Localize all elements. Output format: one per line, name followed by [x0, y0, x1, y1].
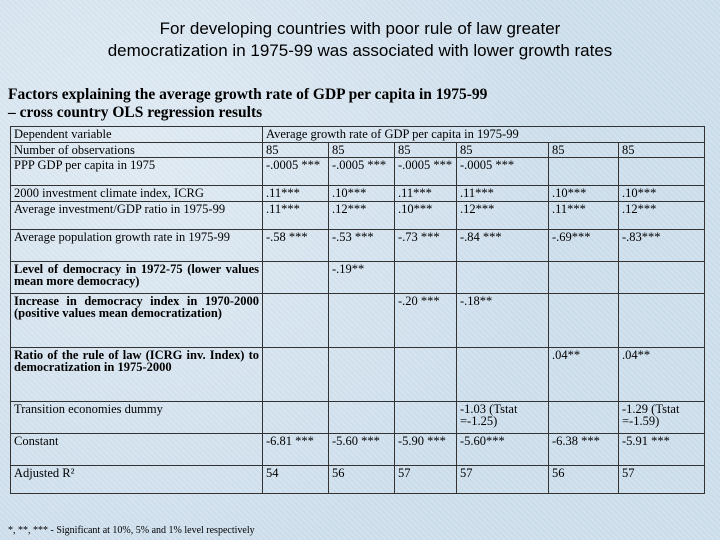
table-cell: .10***	[328, 185, 395, 202]
table-cell	[617, 292, 706, 348]
table-row: Transition economies dummy -1.03 (Tstat =…	[10, 400, 706, 434]
table-cell: -.58 ***	[262, 228, 329, 262]
table-row: Constant -6.81 *** -5.60 *** -5.90 *** -5.60…	[10, 432, 706, 466]
table-cell: 56	[328, 464, 395, 494]
table-cell	[548, 260, 619, 294]
table-cell	[262, 400, 329, 434]
header-label: Dependent variable	[10, 126, 263, 143]
table-cell	[328, 346, 395, 402]
table-cell	[394, 400, 457, 434]
table-cell: -.73 ***	[394, 228, 457, 262]
table-cell	[456, 346, 549, 402]
footnote: *, **, *** - Significant at 10%, 5% and …	[8, 525, 255, 536]
table-cell	[262, 260, 329, 294]
table-cell: 54	[262, 464, 329, 494]
table-cell: 57	[394, 464, 457, 494]
table-cell	[456, 260, 549, 294]
table-cell: -.83***	[617, 228, 706, 262]
table-row: Level of democracy in 1972-75 (lower val…	[10, 260, 706, 294]
row-label: Ratio of the rule of law (ICRG inv. Inde…	[10, 346, 263, 402]
table-cell: -.0005 ***	[456, 157, 549, 186]
table-cell: .04**	[548, 346, 619, 402]
table-cell: -1.03 (Tstat =-1.25)	[456, 400, 549, 434]
table-row: Increase in democracy index in 1970-2000…	[10, 292, 706, 348]
table-cell: -.20 ***	[394, 292, 457, 348]
table-row: Ratio of the rule of law (ICRG inv. Inde…	[10, 346, 706, 402]
table-cell: .11***	[262, 185, 329, 202]
table-cell: .12***	[456, 200, 549, 230]
table-cell: -5.91 ***	[617, 432, 706, 466]
table-cell: -.69***	[548, 228, 619, 262]
slide-title-line-1: For developing countries with poor rule …	[159, 19, 561, 38]
table-cell: 85	[456, 141, 549, 158]
table-cell: 85	[262, 141, 329, 158]
table-cell: -6.38 ***	[548, 432, 619, 466]
table-row: Adjusted R² 54 56 57 57 56 57	[10, 464, 706, 494]
table-cell: -6.81 ***	[262, 432, 329, 466]
row-label: Level of democracy in 1972-75 (lower val…	[10, 260, 263, 294]
table-cell: -.0005 ***	[262, 157, 329, 186]
row-label: PPP GDP per capita in 1975	[10, 157, 263, 186]
table-cell: -.19**	[328, 260, 395, 294]
table-row: Average population growth rate in 1975-9…	[10, 228, 706, 262]
table-cell: .10***	[394, 200, 457, 230]
table-cell: 85	[394, 141, 457, 158]
regression-table: Dependent variable Average growth rate o…	[10, 126, 706, 494]
table-cell: .10***	[617, 185, 706, 202]
table-cell: 57	[617, 464, 706, 494]
row-label: Transition economies dummy	[10, 400, 263, 434]
table-cell: .11***	[548, 200, 619, 230]
row-label: Adjusted R²	[10, 464, 263, 494]
row-label: 2000 investment climate index, ICRG	[10, 185, 263, 202]
table-row: Number of observations 85 85 85 85 85 85	[10, 141, 706, 158]
table-cell: .11***	[394, 185, 457, 202]
table-cell	[548, 157, 619, 186]
table-cell: 85	[328, 141, 395, 158]
table-cell: 85	[617, 141, 706, 158]
table-cell: -.84 ***	[456, 228, 549, 262]
table-title: Factors explaining the average growth ra…	[8, 86, 487, 122]
table-cell: -.53 ***	[328, 228, 395, 262]
table-row: Average investment/GDP ratio in 1975-99.…	[10, 200, 706, 230]
row-label: Average population growth rate in 1975-9…	[10, 228, 263, 262]
table-cell	[548, 400, 619, 434]
table-title-line-1: Factors explaining the average growth ra…	[8, 86, 488, 103]
table-cell: .11***	[262, 200, 329, 230]
row-label: Constant	[10, 432, 263, 466]
table-cell: -.18**	[456, 292, 549, 348]
table-row: 2000 investment climate index, ICRG .11**…	[10, 185, 706, 202]
table-cell: -5.60***	[456, 432, 549, 466]
table-cell: 85	[548, 141, 619, 158]
table-cell	[328, 292, 395, 348]
table-cell: -.0005 ***	[328, 157, 395, 186]
header-row: Dependent variable Average growth rate o…	[10, 126, 706, 143]
row-label: Average investment/GDP ratio in 1975-99	[10, 200, 263, 230]
table-cell	[548, 292, 619, 348]
table-cell: -5.60 ***	[328, 432, 395, 466]
table-cell: -1.29 (Tstat =-1.59)	[617, 400, 706, 434]
table-cell	[394, 346, 457, 402]
table-cell: -5.90 ***	[394, 432, 457, 466]
table-cell	[394, 260, 457, 294]
table-cell: .11***	[456, 185, 549, 202]
table-cell: 56	[548, 464, 619, 494]
table-cell	[262, 292, 329, 348]
table-cell	[617, 260, 706, 294]
table-cell: .04**	[617, 346, 706, 402]
table-cell: .10***	[548, 185, 619, 202]
header-value: Average growth rate of GDP per capita in…	[261, 126, 706, 143]
table-cell: .12***	[328, 200, 395, 230]
row-label: Increase in democracy index in 1970-2000…	[10, 292, 263, 348]
table-cell	[262, 346, 329, 402]
table-cell: .12***	[617, 200, 706, 230]
table-cell: 57	[456, 464, 549, 494]
row-label: Number of observations	[10, 141, 263, 158]
table-title-line-2: – cross country OLS regression results	[8, 104, 263, 121]
table-cell	[617, 157, 706, 186]
table-cell	[328, 400, 395, 434]
slide-title-line-2: democratization in 1975-99 was associate…	[107, 41, 613, 60]
table-row: PPP GDP per capita in 1975 -.0005 *** -.00…	[10, 157, 706, 186]
table-cell: -.0005 ***	[394, 157, 457, 186]
slide-title: For developing countries with poor rule …	[0, 18, 720, 62]
